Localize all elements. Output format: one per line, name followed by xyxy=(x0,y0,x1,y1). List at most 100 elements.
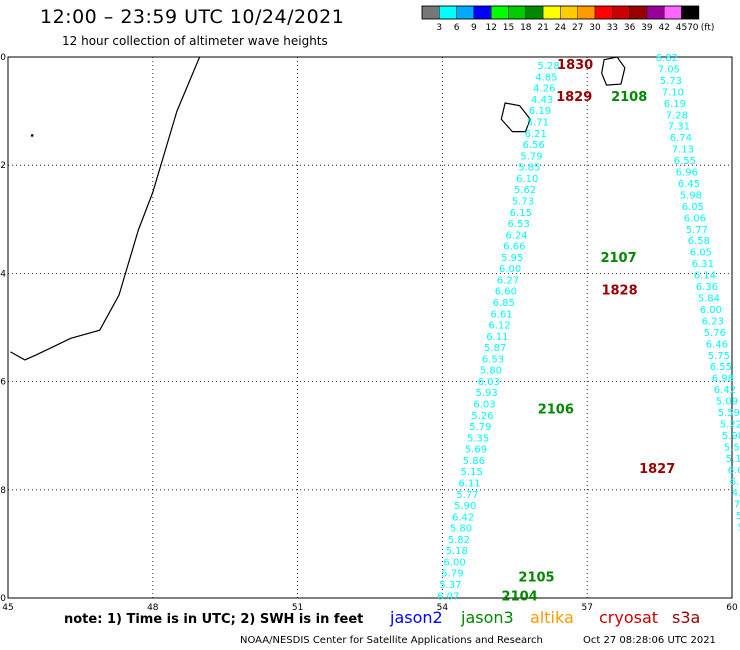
track-a-swh-value: 6.56 xyxy=(523,140,545,151)
colorbar-label: 39 xyxy=(641,23,653,33)
track-a-swh-value: 5.93 xyxy=(476,388,498,399)
track-b-swh-value: 5.22 xyxy=(720,419,740,430)
track-a-swh-value: 6.12 xyxy=(488,321,510,332)
track-a-swh-value: 4.43 xyxy=(531,95,553,106)
madagascar-coastline xyxy=(10,56,201,361)
colorbar-swatch xyxy=(525,5,544,20)
colorbar-label: 36 xyxy=(624,23,636,33)
track-a-swh-value: 6.66 xyxy=(503,242,525,253)
colorbar-swatch xyxy=(629,5,648,20)
pass-label: 2105 xyxy=(518,570,554,585)
pass-label: 2104 xyxy=(502,589,538,604)
map-subtitle: 12 hour collection of altimeter wave hei… xyxy=(62,34,328,48)
colorbar-label: 3 xyxy=(436,23,442,33)
track-b-swh-value: 5.98 xyxy=(722,431,740,442)
longitude-tick-label: 57 xyxy=(581,603,592,613)
track-b-swh-value: 6.31 xyxy=(692,259,714,270)
track-a-swh-value: 5.79 xyxy=(520,151,542,162)
track-a-swh-value: 5.26 xyxy=(471,411,493,422)
track-b-swh-value: 7.31 xyxy=(668,122,690,133)
track-b-swh-value: 6.05 xyxy=(682,202,704,213)
track-a-swh-value: 6.21 xyxy=(525,129,547,140)
colorbar-swatch xyxy=(560,5,578,20)
pass-label: 1830 xyxy=(557,58,593,73)
track-a-swh-value: 5.28 xyxy=(537,61,559,72)
pass-label: 1829 xyxy=(556,90,592,105)
pass-label: 2108 xyxy=(611,90,647,105)
latitude-tick-label: -26 xyxy=(0,378,6,388)
pass-label: 1827 xyxy=(639,462,675,477)
track-b-swh-value: 5.77 xyxy=(686,225,708,236)
colorbar-swatch xyxy=(456,5,475,20)
colorbar-label: 18 xyxy=(520,23,532,33)
map-title: 12:00 – 23:59 UTC 10/24/2021 xyxy=(40,6,345,28)
legend-jason2: jason2 xyxy=(390,608,443,627)
track-a-swh-value: 6.15 xyxy=(510,208,532,219)
colorbar-label: 33 xyxy=(607,23,618,33)
colorbar-unit: (ft) xyxy=(701,23,715,33)
longitude-tick-label: 60 xyxy=(726,603,738,613)
track-a-swh-value: 6.24 xyxy=(505,230,527,241)
track-b-swh-value: 6.42 xyxy=(714,385,736,396)
track-a-swh-value: 4.26 xyxy=(533,84,555,95)
track-a-swh-value: 5.87 xyxy=(484,343,506,354)
colorbar-swatch xyxy=(681,5,699,20)
footer-credit: NOAA/NESDIS Center for Satellite Applica… xyxy=(240,635,543,646)
track-a-swh-value: 5.95 xyxy=(501,253,523,264)
latitude-tick-label: -20 xyxy=(0,53,6,63)
colorbar-label: 9 xyxy=(471,23,477,33)
track-b-swh-value: 6.05 xyxy=(690,248,712,259)
track-b-swh-value: 5.59 xyxy=(736,511,740,522)
colorbar-swatch xyxy=(577,5,596,20)
colorbar-label: 15 xyxy=(503,23,514,33)
track-b-swh-value: 6.08 xyxy=(728,465,740,476)
track-a-swh-value: 6.61 xyxy=(490,309,512,320)
track-b-swh-value: 6.06 xyxy=(684,213,706,224)
colorbar-swatch xyxy=(439,5,457,20)
track-b-swh-value: 6.55 xyxy=(710,362,732,373)
latitude-tick-label: -24 xyxy=(0,269,6,279)
track-b-swh-value: 5.76 xyxy=(704,328,726,339)
colorbar-label: 45 xyxy=(676,23,687,33)
colorbar-swatch xyxy=(646,5,665,20)
pass-label: 2107 xyxy=(600,251,636,266)
track-a-swh-value: 5.15 xyxy=(461,467,483,478)
track-a-swh-value: 6.60 xyxy=(495,287,517,298)
track-b-swh-value: 5.75 xyxy=(708,351,730,362)
track-b-swh-value: 6.58 xyxy=(688,236,710,247)
colorbar-swatch xyxy=(508,5,526,20)
track-a-swh-value: 6.42 xyxy=(452,512,474,523)
colorbar-label: 6 xyxy=(454,23,460,33)
legend-s3a: s3a xyxy=(672,608,701,627)
track-b-swh-value: 5.09 xyxy=(716,397,738,408)
track-b-swh-value: 7.13 xyxy=(672,145,694,156)
track-b-swh-value: 7.28 xyxy=(666,110,688,121)
track-b-swh-value: 6.19 xyxy=(664,99,686,110)
track-b-swh-value: 6.14 xyxy=(694,271,716,282)
track-a-swh-value: 5.18 xyxy=(446,546,468,557)
track-a-swh-value: 6.85 xyxy=(493,298,515,309)
colorbar-swatch xyxy=(542,5,561,20)
latitude-tick-label: -30 xyxy=(0,594,6,604)
colorbar-swatch xyxy=(421,5,440,20)
colorbar-swatch xyxy=(664,5,682,20)
longitude-tick-label: 54 xyxy=(437,603,449,613)
map-frame xyxy=(7,56,733,599)
track-a-swh-value: 6.10 xyxy=(516,174,538,185)
track-b-swh-value: 5.52 xyxy=(724,442,740,453)
small-island-dot xyxy=(30,134,34,137)
track-a-swh-value: 5.85 xyxy=(518,163,540,174)
track-a-swh-value: 5.69 xyxy=(465,445,487,456)
track-a-swh-value: 5.82 xyxy=(448,535,470,546)
track-b-swh-value: 5.34 xyxy=(738,523,740,534)
colorbar-label: 42 xyxy=(658,23,669,33)
track-a-swh-value: 6.53 xyxy=(508,219,530,230)
colorbar-label: 21 xyxy=(537,23,548,33)
track-b-swh-value: 7.00 xyxy=(734,500,740,511)
colorbar-swatch xyxy=(491,5,509,20)
track-a-swh-value: 5.71 xyxy=(527,118,549,129)
track-a-swh-value: 6.00 xyxy=(443,557,465,568)
track-b-swh-value: 6.74 xyxy=(670,133,692,144)
longitude-tick-label: 51 xyxy=(292,603,303,613)
